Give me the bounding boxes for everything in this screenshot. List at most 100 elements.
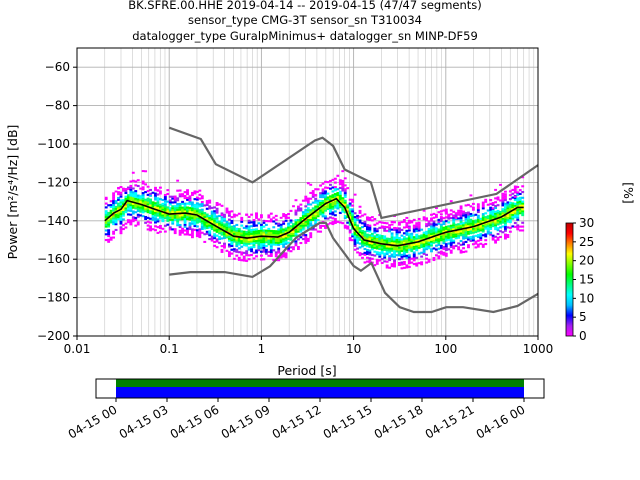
time-band-blue: [116, 387, 524, 398]
psd-cell: [158, 205, 162, 208]
psd-cell: [166, 214, 170, 217]
psd-cell: [210, 210, 214, 213]
psd-cell: [331, 198, 335, 201]
psd-cell: [267, 241, 271, 244]
psd-cell: [272, 220, 276, 223]
psd-cell: [368, 224, 372, 227]
psd-cell: [235, 250, 239, 253]
psd-cell: [479, 219, 483, 222]
psd-cell: [272, 231, 276, 235]
psd-cell: [513, 221, 517, 225]
psd-cell: [319, 201, 323, 204]
psd-cell: [203, 223, 207, 226]
psd-cell: [491, 225, 495, 228]
psd-cell: [361, 252, 364, 256]
psd-cell: [321, 213, 325, 216]
psd-cell: [158, 198, 162, 201]
psd-cell: [188, 195, 192, 198]
psd-cell: [462, 231, 465, 234]
psd-cell: [220, 216, 224, 219]
psd-cell: [373, 244, 377, 248]
psd-cell: [141, 205, 145, 208]
psd-cell: [235, 227, 239, 230]
psd-cell: [390, 234, 394, 237]
psd-cell: [309, 203, 313, 206]
psd-cell: [385, 251, 389, 254]
psd-cell: [422, 218, 426, 221]
psd-cell: [186, 193, 189, 196]
psd-cell: [129, 223, 133, 226]
psd-cell: [188, 216, 192, 219]
psd-cell: [173, 205, 177, 208]
psd-cell: [112, 200, 116, 203]
psd-cell: [245, 225, 249, 228]
psd-cell: [407, 225, 411, 228]
psd-cell: [134, 218, 138, 221]
psd-cell: [274, 222, 278, 225]
psd-cell: [434, 254, 438, 257]
psd-cell: [405, 245, 409, 248]
psd-cell: [459, 215, 463, 218]
psd-cell: [464, 231, 468, 234]
psd-cell: [171, 214, 175, 217]
psd-cell: [476, 220, 480, 223]
psd-cell: [439, 231, 443, 234]
psd-cell: [151, 209, 155, 212]
psd-cell: [400, 253, 404, 256]
psd-cell: [481, 213, 485, 216]
psd-cell: [296, 219, 300, 222]
psd-cell: [193, 228, 197, 231]
psd-cell: [242, 259, 246, 262]
psd-cell: [114, 217, 118, 220]
psd-cell: [439, 213, 443, 216]
psd-cell: [471, 214, 475, 217]
psd-cell: [353, 240, 357, 244]
psd-cell: [186, 214, 189, 217]
psd-cell: [279, 223, 283, 226]
psd-cell: [336, 195, 340, 198]
psd-cell: [178, 231, 182, 234]
psd-cell: [481, 218, 485, 221]
x-axis-label: Period [s]: [277, 363, 336, 378]
psd-cell: [504, 197, 507, 200]
psd-cell: [390, 240, 394, 243]
psd-cell: [452, 220, 456, 223]
psd-cell: [126, 196, 130, 199]
psd-cell: [457, 223, 461, 226]
psd-cell: [235, 239, 239, 242]
psd-cell: [405, 266, 409, 269]
psd-cell: [481, 224, 485, 227]
psd-cell: [269, 252, 273, 256]
psd-cell: [388, 255, 392, 258]
psd-cell: [504, 225, 507, 228]
psd-cell: [250, 225, 254, 228]
psd-cell: [380, 248, 384, 251]
psd-cell: [319, 203, 323, 206]
psd-cell: [191, 232, 194, 235]
psd-cell: [112, 198, 116, 201]
psd-cell: [444, 245, 448, 248]
psd-cell: [348, 204, 352, 207]
psd-cell: [521, 196, 525, 199]
psd-cell: [336, 205, 340, 208]
psd-cell: [422, 243, 426, 246]
psd-cell: [208, 224, 212, 227]
psd-cell: [412, 247, 416, 250]
psd-cell: [348, 210, 352, 213]
psd-cell: [139, 206, 143, 209]
psd-cell: [459, 234, 463, 237]
psd-cell: [504, 235, 507, 238]
time-tick-label: 04-16 00: [474, 402, 528, 441]
psd-cell: [195, 196, 199, 199]
psd-cell: [402, 251, 406, 254]
psd-cell: [407, 219, 411, 222]
psd-cell: [398, 236, 401, 240]
psd-cell: [156, 201, 160, 204]
psd-cell: [398, 231, 401, 234]
psd-cell: [282, 239, 286, 243]
psd-cell: [252, 230, 256, 233]
psd-cell: [319, 192, 323, 195]
psd-cell: [141, 180, 145, 183]
y-tick-label: −60: [45, 60, 70, 74]
psd-cell: [481, 230, 485, 233]
